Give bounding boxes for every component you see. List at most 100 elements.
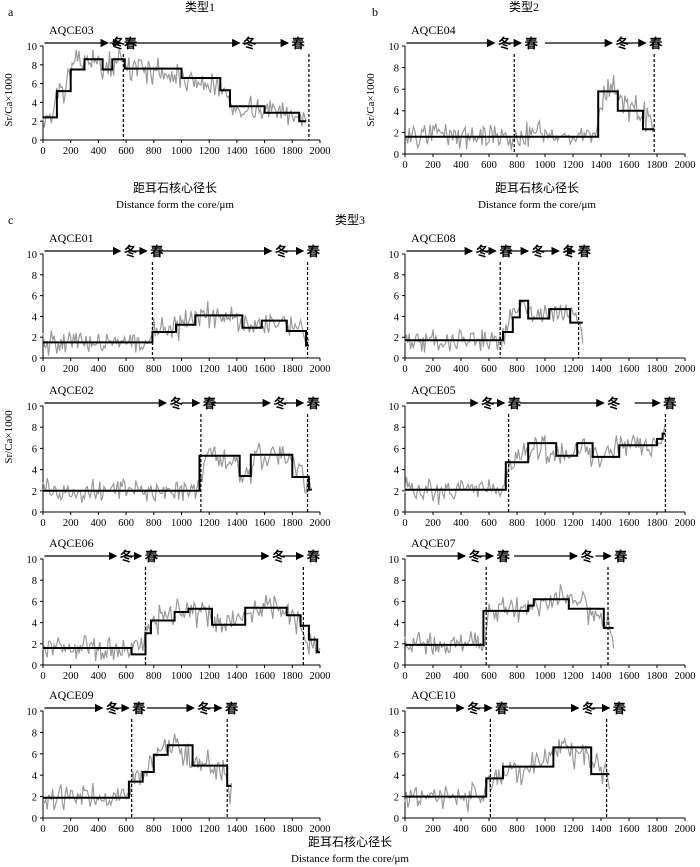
x-tick-label: 600 [118, 671, 134, 682]
season-label-spring: 春 [662, 396, 677, 411]
chart-aqce08: 0 200 400 600 800 1000 1200 1400 1600 1800 2000 0 2 4… [389, 231, 696, 375]
y-tick-label: 8 [32, 423, 37, 434]
xlabel-top-en: Distance form the core/μm [116, 199, 234, 211]
season-label-winter: 冬 [274, 396, 287, 411]
y-tick-label: 6 [32, 80, 37, 91]
x-tick-label: 800 [509, 824, 525, 835]
y-tick-label: 4 [394, 312, 400, 323]
x-tick-label: 0 [40, 364, 45, 375]
x-tick-label: 1600 [619, 824, 640, 835]
y-tick-label: 4 [394, 107, 400, 118]
sample-id-label: AQCE06 [49, 536, 94, 550]
season-label-spring: 春 [149, 244, 164, 259]
x-tick-label: 600 [481, 824, 497, 835]
y-tick-label: 4 [394, 466, 400, 477]
x-tick-label: 0 [40, 518, 45, 529]
x-tick-label: 1400 [591, 518, 612, 529]
x-tick-label: 1000 [535, 518, 556, 529]
y-tick-label: 2 [32, 487, 37, 498]
sample-id-label: AQCE03 [49, 23, 94, 37]
x-tick-label: 0 [402, 160, 407, 171]
x-tick-label: 600 [481, 160, 497, 171]
panel-letter-a: a [8, 5, 14, 19]
y-tick-label: 10 [389, 250, 400, 261]
x-tick-label: 1800 [647, 671, 668, 682]
x-tick-label: 2000 [310, 824, 331, 835]
x-tick-label: 400 [91, 364, 107, 375]
y-tick-label: 10 [389, 42, 400, 53]
x-tick-label: 1800 [282, 671, 303, 682]
y-tick-label: 8 [394, 64, 399, 75]
season-label-spring: 春 [613, 549, 628, 564]
step-fit-line [405, 746, 610, 798]
x-tick-label: 1800 [282, 146, 303, 157]
y-tick-label: 6 [32, 597, 37, 608]
x-tick-label: 400 [453, 671, 469, 682]
x-tick-label: 1000 [535, 824, 556, 835]
y-tick-label: 0 [32, 661, 37, 672]
y-tick-label: 10 [27, 402, 38, 413]
season-label-spring: 春 [306, 396, 321, 411]
x-tick-label: 1600 [619, 671, 640, 682]
y-tick-label: 10 [389, 555, 400, 566]
raw-ratio-line [404, 300, 584, 353]
x-tick-label: 1000 [171, 824, 192, 835]
x-tick-label: 2000 [675, 824, 696, 835]
x-tick-label: 400 [453, 518, 469, 529]
x-tick-label: 600 [481, 518, 497, 529]
x-tick-label: 800 [509, 518, 525, 529]
x-tick-label: 1200 [199, 364, 220, 375]
chart-aqce07: 0 200 400 600 800 1000 1200 1400 1600 1800 2000 0 2 4… [389, 536, 696, 682]
y-tick-label: 0 [32, 136, 37, 147]
x-tick-label: 800 [146, 146, 162, 157]
season-label-winter: 冬 [607, 396, 620, 411]
x-tick-label: 600 [481, 364, 497, 375]
y-tick-label: 6 [394, 750, 399, 761]
sample-id-label: AQCE05 [411, 383, 456, 397]
x-tick-label: 1800 [282, 824, 303, 835]
x-tick-label: 1600 [619, 160, 640, 171]
x-tick-label: 600 [118, 824, 134, 835]
x-tick-label: 1400 [591, 364, 612, 375]
x-tick-label: 400 [91, 146, 107, 157]
season-label-spring: 春 [577, 244, 592, 259]
panel-letter-c: c [8, 213, 13, 227]
sample-id-label: AQCE02 [49, 383, 94, 397]
x-tick-label: 1800 [647, 518, 668, 529]
season-label-spring: 春 [498, 244, 513, 259]
x-tick-label: 1200 [563, 518, 584, 529]
y-tick-label: 2 [394, 128, 399, 139]
season-label-spring: 春 [291, 36, 306, 51]
x-tick-label: 1800 [647, 160, 668, 171]
y-tick-label: 2 [394, 333, 399, 344]
x-tick-label: 1800 [282, 518, 303, 529]
ylabel-top: Sr/Ca×1000 [3, 73, 15, 127]
x-tick-label: 600 [118, 364, 134, 375]
x-tick-label: 200 [63, 824, 79, 835]
x-tick-label: 1200 [563, 671, 584, 682]
step-fit-line [43, 606, 320, 656]
season-label-spring: 春 [224, 701, 239, 716]
y-tick-label: 10 [27, 250, 38, 261]
x-tick-label: 1000 [535, 671, 556, 682]
season-label-spring: 春 [648, 36, 663, 51]
x-tick-label: 800 [146, 671, 162, 682]
y-tick-label: 6 [394, 597, 399, 608]
y-tick-label: 0 [394, 354, 399, 365]
xlabel-top-right-cn: 距耳石核心径长 [495, 181, 579, 195]
y-tick-label: 8 [32, 728, 37, 739]
ylabel-bottom: Sr/Ca×1000 [3, 410, 15, 464]
x-tick-label: 0 [402, 518, 407, 529]
y-tick-label: 8 [394, 728, 399, 739]
x-tick-label: 1200 [563, 160, 584, 171]
x-tick-label: 200 [425, 364, 441, 375]
raw-ratio-line [42, 733, 232, 811]
ylabel-top-right: Sr/Ca×1000 [365, 73, 377, 127]
x-tick-label: 600 [118, 518, 134, 529]
step-fit-line [43, 453, 312, 492]
y-tick-label: 0 [394, 661, 399, 672]
y-tick-label: 10 [389, 707, 400, 718]
y-tick-label: 4 [32, 619, 38, 630]
chart-aqce05: 0 200 400 600 800 1000 1200 1400 1600 1800 2000 0 2 4… [389, 383, 696, 529]
x-tick-label: 400 [91, 518, 107, 529]
